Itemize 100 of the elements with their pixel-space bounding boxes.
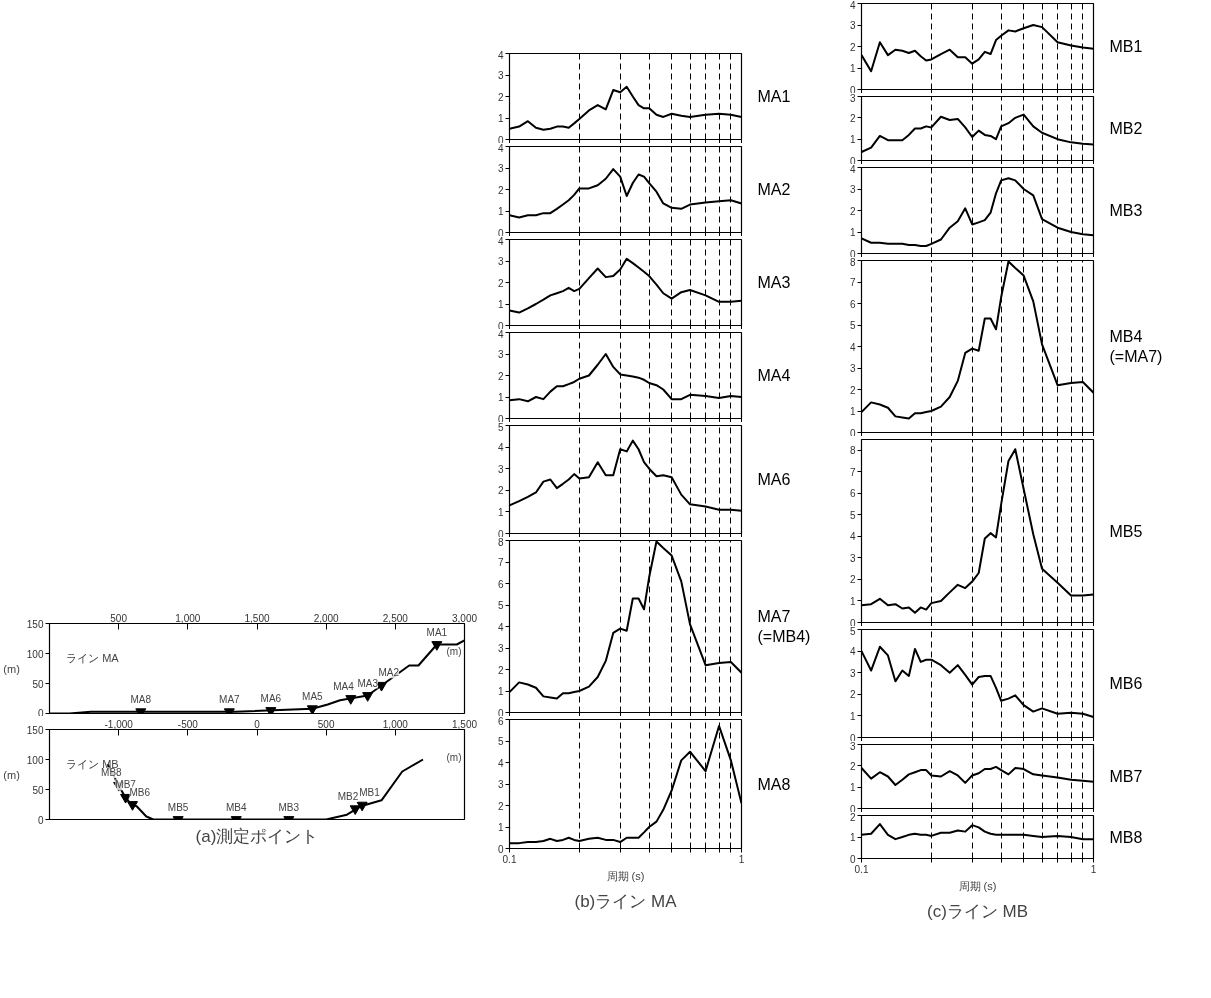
y-tick-label: 1 — [849, 63, 856, 74]
y-tick-label: 100 — [26, 754, 44, 766]
x-tick-label: 0 — [254, 718, 261, 730]
y-tick-label: 4 — [497, 49, 504, 61]
series-label: MB2 — [1109, 120, 1143, 137]
y-tick-label: 5 — [849, 509, 856, 521]
y-tick-label: 1 — [497, 299, 504, 310]
series-label: MA2 — [757, 181, 791, 198]
y-tick-label: 4 — [849, 341, 856, 353]
y-tick-label: 100 — [26, 648, 44, 660]
series-label: MA1 — [757, 88, 791, 105]
y-tick-label: 1 — [849, 782, 856, 794]
y-axis-title: (m) — [3, 768, 20, 781]
y-tick-label: 2 — [849, 689, 856, 701]
y-tick-label: 2 — [849, 41, 856, 53]
annotation: MB8 — [101, 767, 123, 779]
y-tick-label: 1 — [497, 113, 504, 124]
y-tick-label: 6 — [497, 578, 504, 590]
x-tick-label: 0.1 — [502, 853, 517, 865]
y-tick-label: 2 — [849, 205, 856, 217]
x-tick-label: 3,000 — [451, 612, 478, 624]
series-label: MB3 — [1109, 202, 1143, 219]
y-tick-label: 1 — [497, 506, 504, 518]
series-label: MB6 — [1109, 675, 1143, 692]
annotation: MB1 — [359, 787, 381, 799]
y-tick-label: 1 — [849, 134, 856, 146]
y-tick-label: 4 — [849, 646, 856, 658]
x-tick-label: 1,000 — [382, 718, 409, 730]
y-tick-label: 5 — [849, 320, 856, 331]
y-tick-label: 3 — [497, 463, 504, 475]
y-tick-label: 3 — [849, 552, 856, 564]
y-tick-label: 0 — [37, 707, 44, 719]
annotation: MB3 — [278, 801, 300, 813]
y-tick-label: 7 — [849, 466, 856, 478]
y-tick-label: 4 — [849, 0, 856, 11]
y-tick-label: 8 — [849, 445, 856, 457]
y-tick-label: 3 — [497, 643, 504, 654]
y-tick-label: 2 — [497, 485, 504, 497]
x-tick-label: 1,500 — [244, 612, 270, 624]
text: (b)ライン MA — [574, 891, 678, 911]
y-tick-label: 4 — [497, 621, 504, 633]
y-tick-label: 1 — [849, 832, 856, 843]
y-tick-label: 2 — [849, 112, 856, 124]
y-tick-label: 4 — [849, 531, 856, 543]
x-tick-label: 0.1 — [854, 863, 869, 875]
y-tick-label: 2 — [497, 184, 504, 196]
annotation: (m) — [446, 751, 462, 763]
y-tick-label: 3 — [497, 779, 504, 790]
y-tick-label: 3 — [497, 256, 504, 267]
annotation: MB4 — [225, 801, 247, 813]
annotation: MA5 — [302, 690, 324, 702]
y-tick-label: 3 — [849, 20, 856, 31]
y-tick-label: 3 — [849, 363, 856, 374]
y-tick-label: 5 — [497, 600, 504, 611]
series-label: MA3 — [757, 274, 791, 291]
text: (a)測定ポイント — [195, 826, 319, 846]
y-tick-label: 4 — [497, 442, 504, 454]
y-tick-label: 150 — [26, 724, 44, 736]
y-tick-label: 1 — [497, 686, 504, 697]
y-tick-label: 2 — [497, 800, 504, 812]
y-tick-label: 2 — [497, 277, 504, 289]
annotation: MA4 — [333, 680, 355, 692]
y-tick-label: 1 — [497, 822, 504, 833]
annotation: MA8 — [130, 693, 152, 705]
y-tick-label: 2 — [849, 760, 856, 772]
y-tick-label: 2 — [497, 664, 504, 676]
annotation: (m) — [446, 645, 462, 657]
series-label: MA8 — [757, 775, 791, 793]
series-label: MB4 (=MA7) — [1109, 327, 1163, 366]
y-tick-label: 2 — [497, 370, 504, 382]
y-tick-label: 1 — [497, 206, 504, 217]
series-label: MB7 — [1109, 768, 1143, 785]
y-tick-label: 2 — [849, 574, 856, 586]
y-tick-label: 6 — [849, 298, 856, 310]
y-tick-label: 1 — [849, 406, 856, 417]
annotation: MA1 — [426, 626, 448, 638]
x-tick-label: 1,000 — [175, 612, 201, 624]
y-tick-label: 3 — [497, 349, 504, 360]
y-tick-label: 0 — [497, 843, 504, 855]
y-tick-label: 0 — [37, 814, 44, 826]
y-tick-label: 150 — [26, 618, 44, 630]
y-tick-label: 1 — [849, 710, 856, 722]
annotation: MB5 — [167, 801, 189, 813]
annotation: MA2 — [378, 667, 400, 679]
annotation: ライン MB — [66, 757, 119, 770]
y-tick-label: 1 — [849, 227, 856, 238]
series-label: MA4 — [757, 367, 791, 384]
y-tick-label: 3 — [849, 184, 856, 195]
annotation: MA3 — [357, 677, 379, 689]
annotation: ライン MA — [66, 651, 120, 664]
x-tick-label: -500 — [177, 718, 199, 730]
x-tick-label: 2,000 — [313, 612, 340, 624]
x-axis-title: 周期 (s) — [606, 869, 645, 882]
x-tick-label: 500 — [317, 718, 335, 730]
y-tick-label: 2 — [497, 91, 504, 103]
y-tick-label: 3 — [497, 70, 504, 81]
x-tick-label: 1,500 — [451, 718, 478, 730]
series-label: MA6 — [757, 471, 791, 488]
annotation: MB2 — [337, 790, 359, 802]
y-tick-label: 1 — [497, 392, 504, 403]
